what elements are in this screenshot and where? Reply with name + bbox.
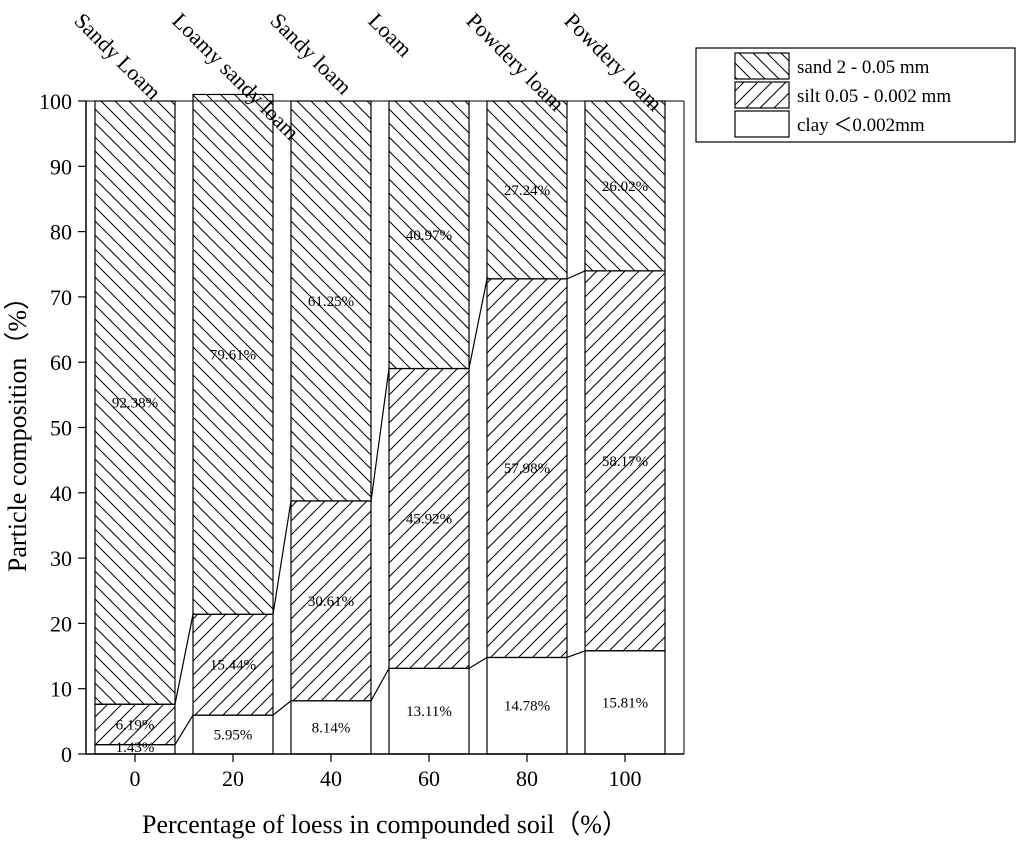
connector-line	[468, 278, 488, 369]
y-tick-label: 50	[50, 416, 72, 441]
connector-line	[566, 650, 586, 659]
legend-swatch-back-hatch	[734, 52, 790, 80]
segment-label: 45.92%	[406, 511, 452, 527]
segment-label: 15.81%	[602, 695, 648, 711]
bar-segment-none-40	[290, 700, 372, 755]
x-tick-label: 40	[320, 766, 342, 791]
y-ticks-layer: 0 10 20 30 40 50 60 70 80 90 100	[39, 89, 86, 767]
bar-segment-back-hatch-40	[290, 100, 372, 502]
bar-segment-forward-hatch-40	[290, 500, 372, 702]
segment-labels-layer: 1.43% 6.19% 92.38% 5.95% 15.44% 79.61% 8.14% 30…	[112, 179, 648, 756]
bar-segment-none-20	[192, 714, 274, 755]
legend-entry-label: sand 2 - 0.05 mm	[797, 57, 930, 78]
soil-type-label: Powdery loam	[461, 8, 569, 116]
y-tick-label: 0	[61, 742, 72, 767]
bar-segment-back-hatch-80	[486, 100, 568, 280]
segment-label: 15.44%	[210, 658, 256, 674]
segment-label: 79.61%	[210, 347, 256, 363]
bars-layer	[94, 93, 666, 755]
bar-segment-none-80	[486, 656, 568, 755]
bar-segment-back-hatch-60	[388, 100, 470, 370]
bar-segment-back-hatch-20	[192, 93, 274, 615]
segment-label: 58.17%	[602, 454, 648, 470]
y-tick-label: 30	[50, 546, 72, 571]
segment-label: 6.19%	[116, 717, 155, 733]
segment-label: 57.98%	[504, 461, 550, 477]
soil-type-label: Powdery loam	[559, 8, 667, 116]
x-ticks-layer: 0 20 40 60 80 100	[130, 754, 642, 791]
segment-label: 14.78%	[504, 699, 550, 715]
connectors-layer	[174, 270, 586, 745]
connector-line	[566, 270, 586, 280]
y-tick-label: 90	[50, 154, 72, 179]
x-tick-label: 60	[418, 766, 440, 791]
bar-segment-back-hatch-0	[94, 100, 176, 705]
connector-line	[272, 500, 292, 615]
x-tick-label: 100	[609, 766, 642, 791]
segment-label: 27.24%	[504, 183, 550, 199]
y-tick-label: 20	[50, 611, 72, 636]
bar-segment-none-60	[388, 667, 470, 755]
segment-label: 1.43%	[116, 740, 155, 756]
connector-line	[370, 668, 390, 702]
soil-type-label: Sandy loam	[265, 8, 357, 100]
segment-label: 26.02%	[602, 179, 648, 195]
bar-segment-forward-hatch-100	[584, 270, 666, 652]
x-axis-title: Percentage of loess in compounded soil（%…	[142, 810, 628, 839]
soil-type-label: Loam	[363, 8, 417, 62]
bar-segment-forward-hatch-0	[94, 703, 176, 746]
legend-swatch-none	[734, 110, 790, 138]
connector-line	[272, 700, 292, 716]
legend-entry-label: silt 0.05 - 0.002 mm	[797, 86, 951, 107]
bar-segment-none-100	[584, 650, 666, 755]
y-tick-label: 10	[50, 677, 72, 702]
legend-entry-label: clay ＜0.002mm	[797, 115, 925, 136]
y-tick-label: 100	[39, 89, 72, 114]
connector-line	[174, 614, 194, 705]
bar-segment-back-hatch-100	[584, 100, 666, 272]
x-tick-label: 0	[130, 766, 141, 791]
x-tick-label: 80	[516, 766, 538, 791]
connector-line	[174, 714, 194, 745]
x-tick-label: 20	[222, 766, 244, 791]
segment-label: 8.14%	[312, 720, 351, 736]
soil-type-label: Sandy Loam	[69, 8, 166, 105]
y-tick-label: 80	[50, 220, 72, 245]
bar-segment-forward-hatch-60	[388, 367, 470, 669]
y-tick-label: 70	[50, 285, 72, 310]
segment-label: 40.97%	[406, 228, 452, 244]
y-axis-title: Particle composition（%）	[3, 284, 32, 572]
legend: sand 2 - 0.05 mm silt 0.05 - 0.002 mm clay…	[695, 47, 1016, 143]
legend-swatch-forward-hatch	[734, 81, 790, 109]
connector-line	[370, 368, 390, 502]
segment-label: 30.61%	[308, 594, 354, 610]
segment-label: 61.25%	[308, 294, 354, 310]
bar-segment-forward-hatch-80	[486, 278, 568, 659]
bar-segment-forward-hatch-20	[192, 613, 274, 716]
y-tick-label: 60	[50, 350, 72, 375]
y-tick-label: 40	[50, 481, 72, 506]
segment-label: 5.95%	[214, 728, 253, 744]
segment-label: 13.11%	[406, 704, 452, 720]
segment-label: 92.38%	[112, 396, 158, 412]
connector-line	[468, 656, 488, 669]
